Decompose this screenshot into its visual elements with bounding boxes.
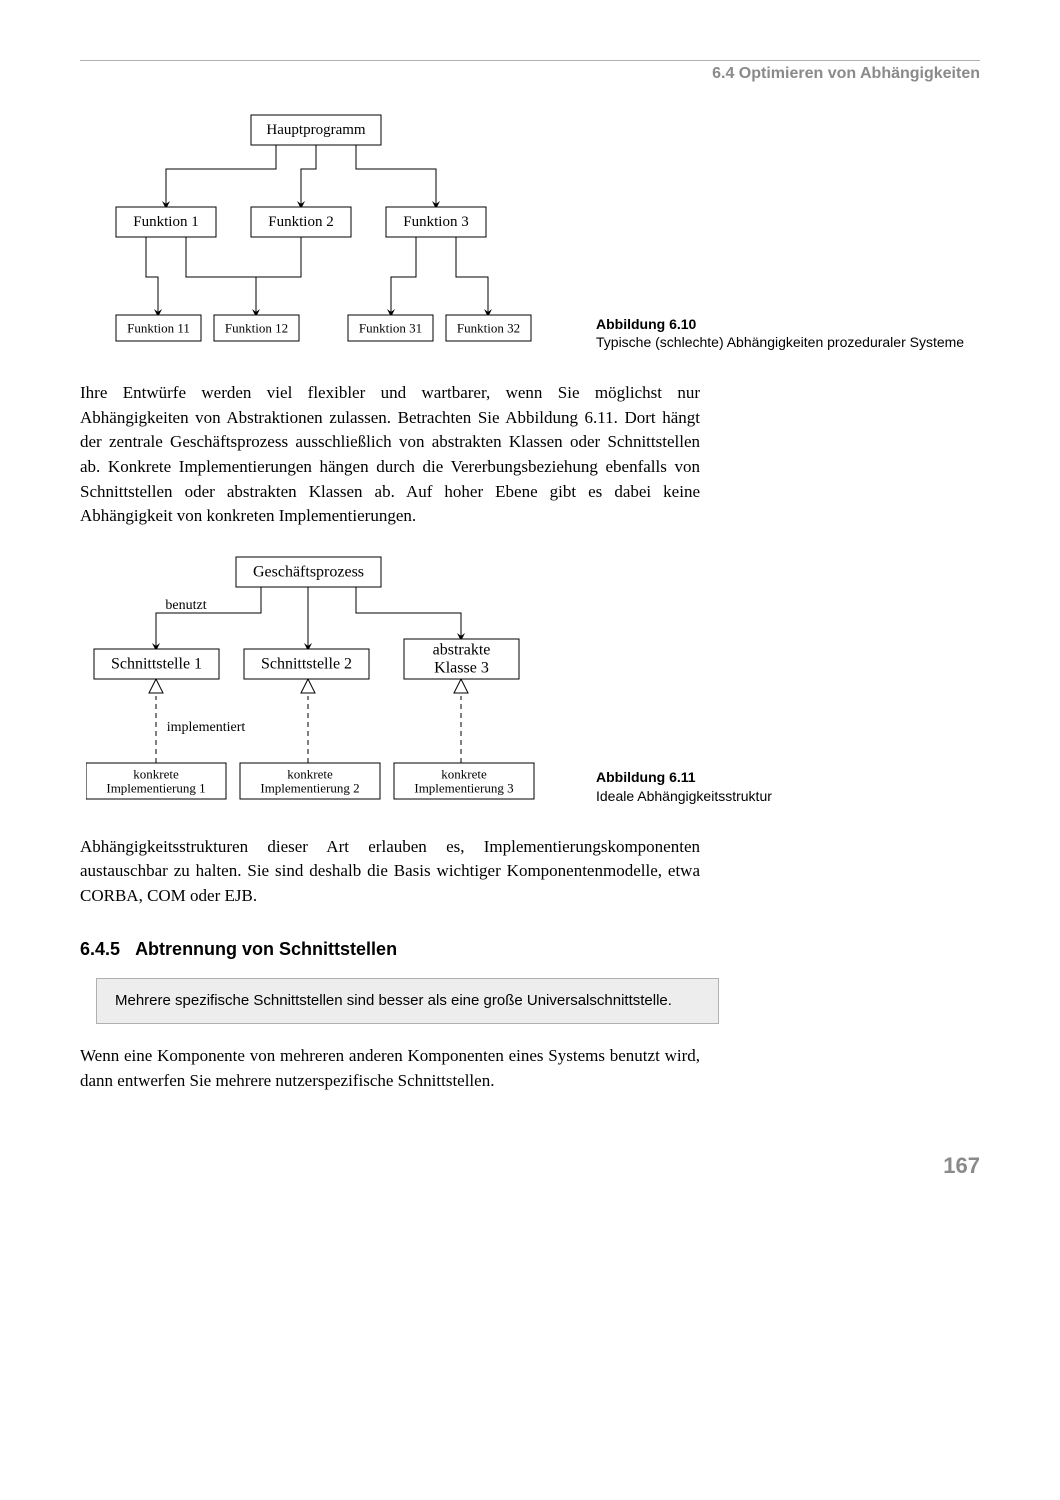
paragraph-3: Wenn eine Komponente von mehreren andere… — [80, 1044, 700, 1093]
svg-text:abstrakte: abstrakte — [433, 642, 491, 659]
svg-text:Klasse 3: Klasse 3 — [434, 659, 489, 676]
svg-text:Funktion 3: Funktion 3 — [403, 214, 468, 230]
figure-6-11: benutzt implementiert Geschäftsprozess Schn… — [86, 551, 980, 811]
svg-text:Funktion 11: Funktion 11 — [127, 321, 190, 336]
page: 6.4 Optimieren von Abhängigkeiten Hauptp… — [0, 0, 1060, 1239]
section-title: Abtrennung von Schnittstellen — [135, 939, 397, 959]
svg-text:implementiert: implementiert — [167, 720, 246, 735]
figure-6-10: Hauptprogramm Funktion 1 Funktion 2 Funktio… — [86, 107, 980, 357]
header-rule — [80, 60, 980, 61]
page-header: 6.4 Optimieren von Abhängigkeiten — [80, 65, 980, 83]
svg-text:Funktion 32: Funktion 32 — [457, 321, 520, 336]
paragraph-2: Abhängigkeitsstrukturen dieser Art erlau… — [80, 835, 700, 909]
svg-text:Implementierung 1: Implementierung 1 — [106, 780, 205, 795]
svg-text:Funktion 31: Funktion 31 — [359, 321, 422, 336]
diagram-6-11-svg: benutzt implementiert Geschäftsprozess Schn… — [86, 551, 576, 811]
svg-text:Funktion 2: Funktion 2 — [268, 214, 333, 230]
svg-text:Implementierung 2: Implementierung 2 — [260, 780, 359, 795]
caption-label: Abbildung 6.10 — [596, 316, 696, 332]
paragraph-1: Ihre Entwürfe werden viel flexibler und … — [80, 381, 700, 529]
section-number: 6.4.5 — [80, 939, 120, 959]
section-heading: 6.4.5 Abtrennung von Schnittstellen — [80, 939, 980, 960]
caption-text: Typische (schlechte) Abhängigkeiten proz… — [596, 334, 964, 350]
svg-text:Geschäftsprozess: Geschäftsprozess — [253, 563, 364, 580]
caption-label: Abbildung 6.11 — [596, 769, 696, 785]
figure-6-10-caption: Abbildung 6.10 Typische (schlechte) Abhä… — [596, 315, 964, 357]
svg-text:Funktion 1: Funktion 1 — [133, 214, 198, 230]
svg-text:konkrete: konkrete — [287, 766, 333, 781]
caption-text: Ideale Abhängigkeitsstruktur — [596, 788, 772, 804]
svg-text:benutzt: benutzt — [165, 598, 206, 613]
diagram-6-10-svg: Hauptprogramm Funktion 1 Funktion 2 Funktio… — [86, 107, 576, 357]
page-number: 167 — [80, 1153, 980, 1179]
svg-text:konkrete: konkrete — [133, 766, 179, 781]
svg-text:Hauptprogramm: Hauptprogramm — [266, 122, 365, 138]
svg-text:konkrete: konkrete — [441, 766, 487, 781]
callout-box: Mehrere spezifische Schnittstellen sind … — [96, 978, 719, 1024]
figure-6-11-caption: Abbildung 6.11 Ideale Abhängigkeitsstruk… — [596, 768, 772, 810]
svg-text:Implementierung 3: Implementierung 3 — [414, 780, 513, 795]
svg-text:Funktion 12: Funktion 12 — [225, 321, 288, 336]
svg-text:Schnittstelle 2: Schnittstelle 2 — [261, 655, 352, 672]
svg-text:Schnittstelle 1: Schnittstelle 1 — [111, 655, 202, 672]
